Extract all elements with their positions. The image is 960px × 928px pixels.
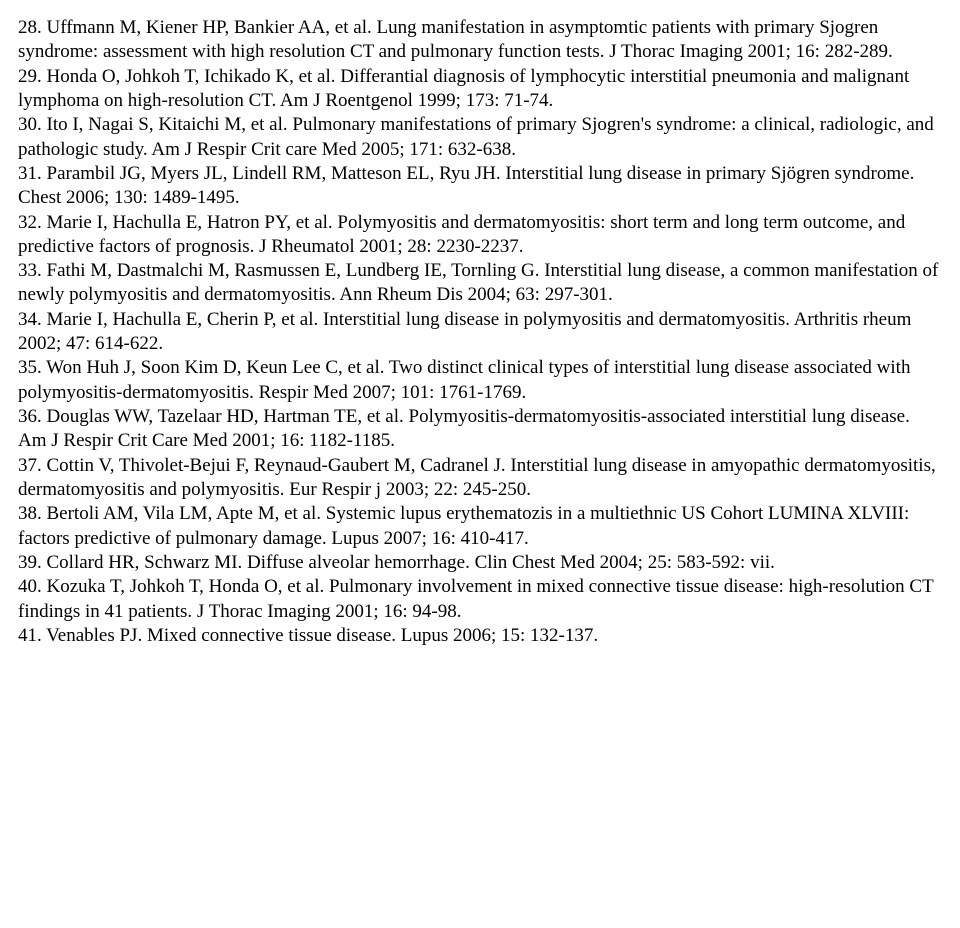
reference-item: 35. Won Huh J, Soon Kim D, Keun Lee C, e…: [18, 356, 942, 405]
reference-item: 34. Marie I, Hachulla E, Cherin P, et al…: [18, 308, 942, 357]
reference-item: 28. Uffmann M, Kiener HP, Bankier AA, et…: [18, 16, 942, 65]
reference-item: 30. Ito I, Nagai S, Kitaichi M, et al. P…: [18, 113, 942, 162]
reference-item: 37. Cottin V, Thivolet-Bejui F, Reynaud-…: [18, 454, 942, 503]
reference-item: 39. Collard HR, Schwarz MI. Diffuse alve…: [18, 551, 942, 575]
reference-item: 38. Bertoli AM, Vila LM, Apte M, et al. …: [18, 502, 942, 551]
reference-item: 41. Venables PJ. Mixed connective tissue…: [18, 624, 942, 648]
reference-item: 32. Marie I, Hachulla E, Hatron PY, et a…: [18, 211, 942, 260]
reference-item: 29. Honda O, Johkoh T, Ichikado K, et al…: [18, 65, 942, 114]
reference-item: 40. Kozuka T, Johkoh T, Honda O, et al. …: [18, 575, 942, 624]
reference-item: 33. Fathi M, Dastmalchi M, Rasmussen E, …: [18, 259, 942, 308]
reference-item: 36. Douglas WW, Tazelaar HD, Hartman TE,…: [18, 405, 942, 454]
reference-item: 31. Parambil JG, Myers JL, Lindell RM, M…: [18, 162, 942, 211]
references-list: 28. Uffmann M, Kiener HP, Bankier AA, et…: [18, 16, 942, 648]
